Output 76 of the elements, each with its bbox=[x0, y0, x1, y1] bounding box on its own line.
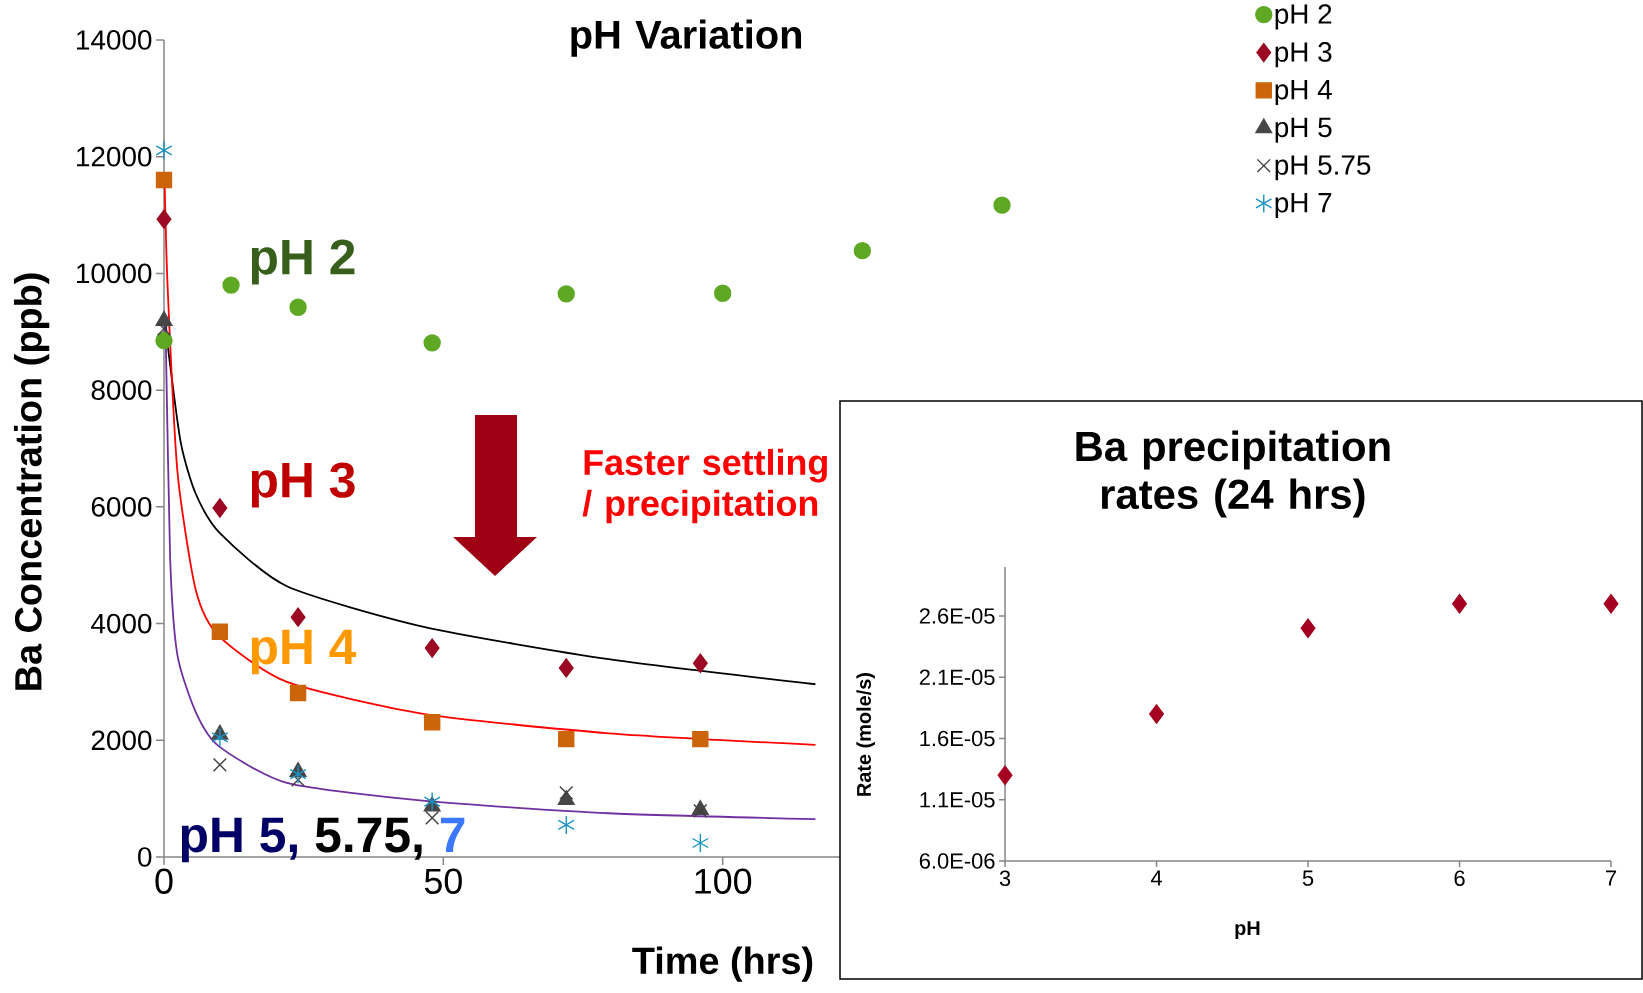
point bbox=[559, 785, 574, 800]
y-tick-label: 4000 bbox=[91, 613, 152, 634]
chart-title: pH Variation bbox=[571, 19, 802, 57]
point bbox=[425, 810, 440, 825]
annotation: 7 bbox=[440, 817, 465, 852]
point bbox=[156, 321, 172, 336]
point bbox=[289, 764, 307, 784]
point bbox=[692, 653, 708, 673]
point bbox=[558, 658, 574, 678]
annotation: pH 2 bbox=[251, 239, 355, 285]
annotation: pH 3 bbox=[251, 462, 355, 508]
point bbox=[423, 791, 441, 812]
point bbox=[289, 298, 307, 316]
point bbox=[993, 196, 1011, 214]
point bbox=[691, 833, 709, 853]
point bbox=[853, 241, 872, 260]
point bbox=[1149, 704, 1164, 724]
point bbox=[558, 730, 575, 748]
x-tick-label: 50 bbox=[424, 868, 462, 894]
point bbox=[156, 209, 172, 229]
x-tick-label: 7 bbox=[1606, 870, 1617, 886]
legend-label: pH 5.75 bbox=[1275, 155, 1371, 181]
y-tick-label: 6.0E-06 bbox=[919, 853, 995, 869]
point bbox=[1603, 594, 1619, 614]
y-tick-label: 2.6E-05 bbox=[919, 608, 995, 624]
point bbox=[423, 334, 441, 352]
annotation: pH 4 bbox=[251, 629, 357, 675]
point bbox=[1452, 594, 1467, 614]
legend-label: pH 5 bbox=[1275, 117, 1332, 143]
point bbox=[290, 607, 306, 627]
x-tick-label: 6 bbox=[1454, 870, 1465, 887]
legend-label: pH 2 bbox=[1275, 4, 1332, 30]
y-tick-label: 2000 bbox=[91, 730, 152, 751]
point bbox=[692, 730, 709, 748]
point bbox=[713, 284, 732, 302]
y-tick-label: 12000 bbox=[77, 146, 152, 167]
y-tick-label: 2.1E-05 bbox=[919, 669, 995, 686]
y-tick-label: 1.1E-05 bbox=[920, 791, 995, 808]
point bbox=[212, 498, 228, 518]
chart-title: Ba precipitation rates (24 hrs) bbox=[1076, 430, 1390, 518]
annotation: Faster settling / precipitation bbox=[582, 448, 827, 524]
x-axis-title: Time (hrs) bbox=[632, 946, 813, 982]
point bbox=[557, 815, 575, 835]
x-tick-label: 5 bbox=[1302, 870, 1314, 886]
legend-label: pH 3 bbox=[1275, 42, 1332, 68]
point bbox=[155, 171, 173, 189]
x-tick-label: 3 bbox=[999, 870, 1011, 887]
point bbox=[291, 772, 306, 788]
point bbox=[423, 713, 441, 731]
x-tick-label: 4 bbox=[1150, 870, 1162, 886]
point bbox=[997, 765, 1013, 785]
point bbox=[424, 638, 440, 658]
annotation: pH 5, bbox=[181, 817, 297, 863]
x-tick-label: 100 bbox=[695, 868, 752, 894]
point bbox=[1300, 618, 1316, 638]
y-tick-label: 1.6E-05 bbox=[920, 730, 995, 747]
point bbox=[222, 276, 240, 294]
point bbox=[289, 684, 307, 702]
legend-label: pH 7 bbox=[1275, 193, 1332, 219]
y-tick-label: 6000 bbox=[91, 496, 152, 517]
y-tick-label: 10000 bbox=[77, 263, 152, 284]
y-tick-label: 14000 bbox=[77, 30, 152, 50]
point bbox=[211, 623, 229, 640]
point bbox=[211, 727, 229, 748]
y-tick-label: 0 bbox=[138, 847, 152, 867]
x-axis-title: pH bbox=[1235, 921, 1260, 940]
annotation: 5.75, bbox=[315, 817, 422, 860]
x-tick-label: 0 bbox=[155, 868, 173, 894]
point bbox=[212, 757, 227, 772]
y-axis-title: Rate (mole/s) bbox=[856, 673, 875, 796]
y-tick-label: 8000 bbox=[91, 380, 152, 400]
point bbox=[155, 331, 173, 350]
point bbox=[155, 140, 173, 160]
y-axis-title: Ba Concentration (ppb) bbox=[13, 273, 50, 690]
point bbox=[557, 285, 575, 303]
legend-label: pH 4 bbox=[1275, 80, 1332, 106]
